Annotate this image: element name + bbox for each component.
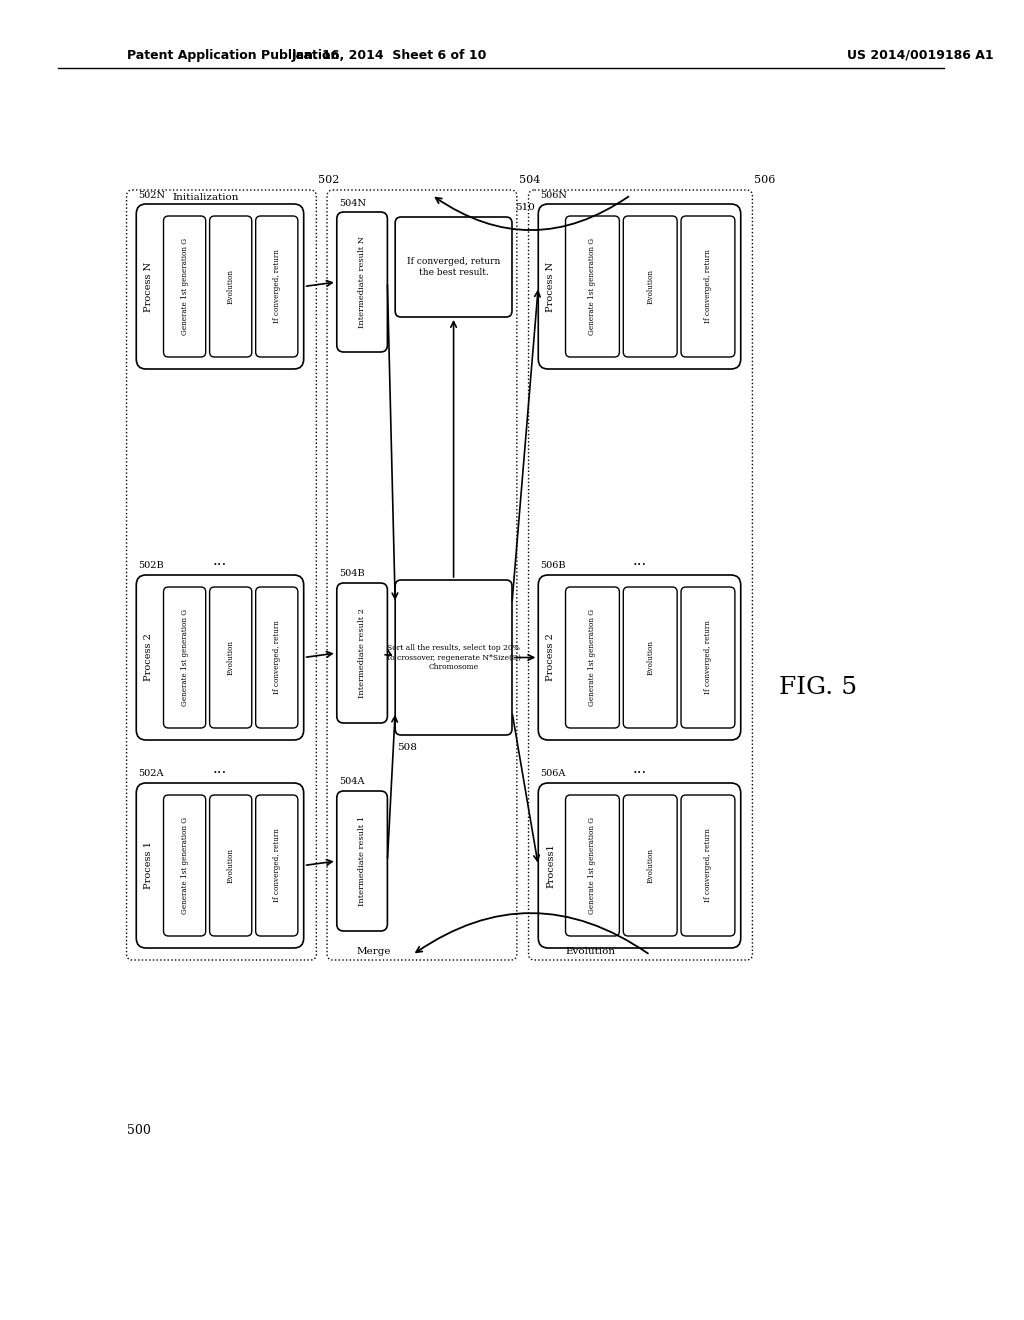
Text: Sort all the results, select top 20%
to crossover, regenerate N*Size(G)
Chromoso: Sort all the results, select top 20% to …: [387, 644, 520, 671]
Text: Intermediate result 1: Intermediate result 1: [358, 816, 367, 906]
Text: 508: 508: [397, 742, 417, 751]
Text: Generate 1st generation G: Generate 1st generation G: [180, 817, 188, 913]
FancyBboxPatch shape: [681, 587, 735, 729]
Text: Process 2: Process 2: [144, 634, 154, 681]
Text: If converged, return: If converged, return: [272, 249, 281, 323]
Text: 500: 500: [127, 1123, 151, 1137]
Text: Initialization: Initialization: [172, 194, 239, 202]
Text: Evolution: Evolution: [565, 948, 615, 957]
FancyBboxPatch shape: [337, 583, 387, 723]
FancyBboxPatch shape: [565, 216, 620, 356]
Text: Evolution: Evolution: [646, 269, 654, 304]
FancyBboxPatch shape: [681, 795, 735, 936]
Text: If converged, return
the best result.: If converged, return the best result.: [407, 257, 501, 277]
Text: Evolution: Evolution: [226, 640, 234, 675]
Text: Evolution: Evolution: [646, 847, 654, 883]
Text: 504N: 504N: [339, 198, 366, 207]
Text: 502A: 502A: [138, 770, 164, 779]
FancyBboxPatch shape: [395, 579, 512, 735]
FancyBboxPatch shape: [539, 205, 740, 370]
Text: ...: ...: [213, 762, 227, 776]
FancyBboxPatch shape: [210, 587, 252, 729]
Text: If converged, return: If converged, return: [703, 249, 712, 323]
FancyBboxPatch shape: [337, 213, 387, 352]
Text: 502N: 502N: [138, 190, 165, 199]
Text: Generate 1st generation G: Generate 1st generation G: [589, 238, 596, 335]
Text: Process N: Process N: [547, 261, 555, 312]
Text: 506N: 506N: [541, 190, 567, 199]
FancyBboxPatch shape: [164, 587, 206, 729]
Text: Process 2: Process 2: [547, 634, 555, 681]
FancyBboxPatch shape: [624, 795, 677, 936]
Text: Process N: Process N: [144, 261, 154, 312]
Text: If converged, return: If converged, return: [272, 829, 281, 903]
Text: Generate 1st generation G: Generate 1st generation G: [589, 609, 596, 706]
Text: Evolution: Evolution: [226, 847, 234, 883]
FancyBboxPatch shape: [681, 216, 735, 356]
Text: ...: ...: [633, 762, 646, 776]
Text: 510: 510: [515, 203, 535, 213]
Text: ...: ...: [213, 554, 227, 568]
FancyBboxPatch shape: [395, 216, 512, 317]
Text: FIG. 5: FIG. 5: [778, 676, 857, 700]
Text: Jan. 16, 2014  Sheet 6 of 10: Jan. 16, 2014 Sheet 6 of 10: [292, 49, 487, 62]
Text: 506A: 506A: [541, 770, 565, 779]
Text: Merge: Merge: [356, 948, 391, 957]
FancyBboxPatch shape: [210, 216, 252, 356]
Text: 502: 502: [318, 176, 340, 185]
Text: Process1: Process1: [547, 843, 555, 888]
Text: If converged, return: If converged, return: [703, 829, 712, 903]
Text: Evolution: Evolution: [646, 640, 654, 675]
Text: 504: 504: [519, 176, 541, 185]
FancyBboxPatch shape: [164, 216, 206, 356]
Text: 502B: 502B: [138, 561, 164, 570]
Text: Patent Application Publication: Patent Application Publication: [127, 49, 339, 62]
FancyBboxPatch shape: [136, 205, 304, 370]
FancyBboxPatch shape: [210, 795, 252, 936]
FancyBboxPatch shape: [565, 587, 620, 729]
FancyBboxPatch shape: [624, 216, 677, 356]
Text: Evolution: Evolution: [226, 269, 234, 304]
Text: Process 1: Process 1: [144, 842, 154, 890]
Text: If converged, return: If converged, return: [703, 620, 712, 694]
Text: 506: 506: [755, 176, 776, 185]
FancyBboxPatch shape: [337, 791, 387, 931]
FancyBboxPatch shape: [256, 795, 298, 936]
FancyBboxPatch shape: [164, 795, 206, 936]
Text: Generate 1st generation G: Generate 1st generation G: [180, 609, 188, 706]
FancyBboxPatch shape: [136, 576, 304, 741]
Text: If converged, return: If converged, return: [272, 620, 281, 694]
FancyBboxPatch shape: [539, 576, 740, 741]
Text: ...: ...: [633, 554, 646, 568]
FancyBboxPatch shape: [256, 587, 298, 729]
FancyBboxPatch shape: [256, 216, 298, 356]
FancyBboxPatch shape: [136, 783, 304, 948]
Text: Generate 1st generation G: Generate 1st generation G: [180, 238, 188, 335]
Text: Generate 1st generation G: Generate 1st generation G: [589, 817, 596, 913]
FancyBboxPatch shape: [624, 587, 677, 729]
Text: Intermediate result 2: Intermediate result 2: [358, 609, 367, 698]
Text: Intermediate result N: Intermediate result N: [358, 236, 367, 329]
Text: 506B: 506B: [541, 561, 566, 570]
Text: 504A: 504A: [339, 777, 365, 787]
Text: US 2014/0019186 A1: US 2014/0019186 A1: [847, 49, 993, 62]
FancyBboxPatch shape: [539, 783, 740, 948]
FancyBboxPatch shape: [565, 795, 620, 936]
Text: 504B: 504B: [339, 569, 365, 578]
